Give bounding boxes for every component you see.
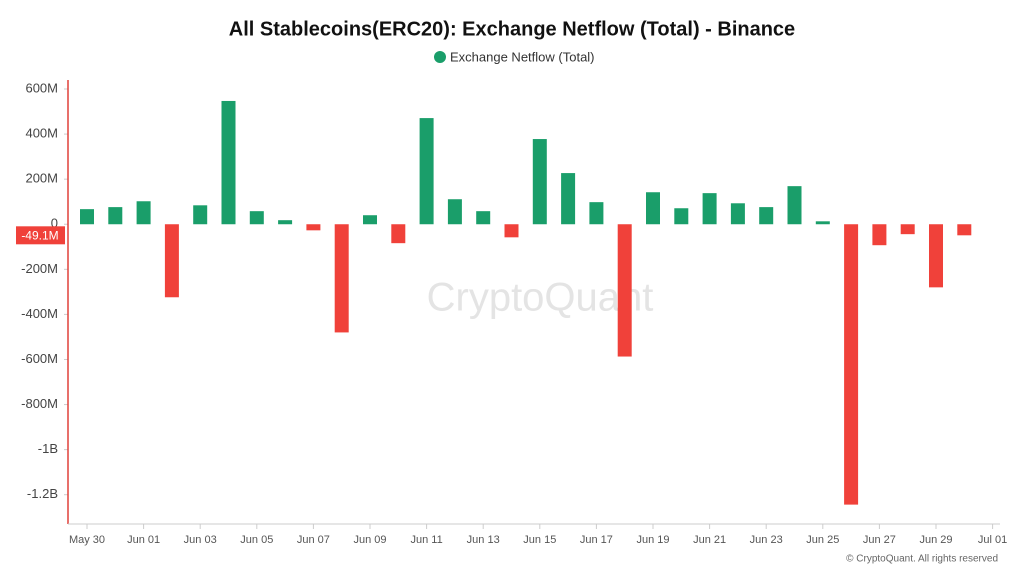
y-tick-label: -1B (38, 441, 58, 456)
bar (561, 173, 576, 225)
bar (787, 186, 802, 225)
legend-swatch (434, 51, 446, 63)
bar (815, 221, 830, 225)
bar (730, 203, 745, 225)
bar (900, 224, 915, 235)
chart-title: All Stablecoins(ERC20): Exchange Netflow… (229, 18, 795, 40)
bar (221, 100, 236, 225)
x-tick-label: Jun 17 (580, 534, 613, 546)
y-tick-label: -1.2B (27, 486, 58, 501)
y-tick-label: 600M (25, 80, 58, 95)
bar (476, 211, 491, 225)
bar (532, 139, 547, 225)
watermark: CryptoQuant (427, 276, 654, 320)
bar (80, 209, 94, 225)
x-tick-label: Jun 09 (353, 534, 386, 546)
bar (447, 199, 462, 225)
bar (164, 224, 179, 298)
current-value-label: -49.1M (21, 228, 58, 242)
x-tick-label: Jun 11 (410, 534, 442, 546)
bar (872, 224, 887, 246)
x-tick-label: Jun 03 (184, 534, 217, 546)
y-tick-label: -200M (21, 261, 58, 276)
y-tick-label: 0 (51, 216, 58, 231)
y-tick-label: -600M (21, 351, 58, 366)
x-tick-label: Jun 23 (750, 534, 783, 546)
x-tick-label: Jun 13 (467, 534, 500, 546)
x-tick-label: Jun 29 (919, 534, 952, 546)
bar (957, 224, 972, 236)
bar (249, 211, 264, 225)
y-tick-label: -800M (21, 396, 58, 411)
current-value-box (16, 226, 65, 245)
legend-label: Exchange Netflow (Total) (450, 49, 595, 64)
x-tick-label: Jun 01 (127, 534, 160, 546)
bar (504, 224, 519, 238)
bar (419, 118, 434, 225)
footer: © CryptoQuant. All rights reserved (846, 554, 998, 565)
bar (674, 208, 689, 225)
bar (702, 193, 717, 225)
x-tick-label: Jun 27 (863, 534, 896, 546)
x-tick-label: Jun 19 (636, 534, 669, 546)
x-tick-label: Jun 05 (240, 534, 273, 546)
bar (363, 215, 377, 225)
x-tick-label: May 30 (69, 534, 105, 546)
bar (193, 205, 208, 225)
bar (589, 202, 604, 225)
y-tick-label: 400M (25, 126, 58, 141)
x-tick-label: Jun 25 (806, 534, 839, 546)
x-tick-label: Jun 21 (693, 534, 726, 546)
x-tick-label: Jul 01 (978, 534, 1007, 546)
bar (646, 192, 660, 225)
bar (136, 201, 151, 225)
bar (278, 220, 293, 225)
bar (617, 224, 632, 357)
bar (108, 207, 123, 225)
bar (334, 224, 349, 333)
bar (844, 224, 859, 505)
bar (391, 224, 406, 244)
bar (759, 207, 774, 225)
bar (306, 224, 321, 231)
y-tick-label: 200M (25, 171, 58, 186)
bar (929, 224, 943, 288)
x-tick-label: Jun 15 (523, 534, 556, 546)
x-tick-label: Jun 07 (297, 534, 330, 546)
y-tick-label: -400M (21, 306, 58, 321)
